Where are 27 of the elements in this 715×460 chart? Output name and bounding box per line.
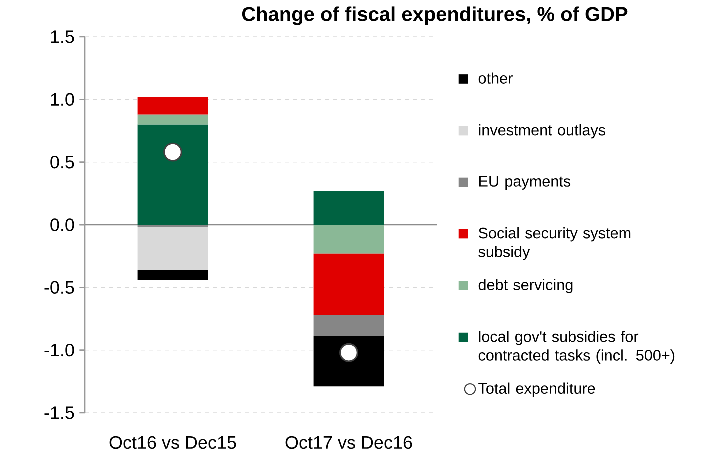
bar — [138, 228, 208, 270]
y-tick-label: -1.0 — [44, 344, 74, 357]
x-tick-label: Oct17 vs Dec16 — [286, 436, 412, 450]
bar — [138, 97, 208, 115]
legend-label: Total expenditure — [478, 382, 596, 398]
y-tick-label: 0.5 — [50, 156, 74, 169]
chart-title: Change of fiscal expenditures, % of GDP — [242, 6, 628, 26]
bar — [314, 191, 384, 225]
bar — [314, 224, 384, 254]
legend-label: local gov't subsidies for contracted tasks (incl. 500+) — [478, 331, 675, 364]
bar — [138, 124, 208, 225]
y-tick-label: 1.5 — [51, 30, 74, 44]
legend-label: other — [478, 72, 513, 84]
bar — [138, 270, 208, 280]
y-tick-label: 0.0 — [50, 218, 74, 232]
bar — [138, 114, 208, 125]
y-tick-label: -0.5 — [44, 281, 74, 294]
x-tick-label: Oct16 vs Dec15 — [110, 436, 236, 450]
bar — [314, 254, 384, 316]
legend-label: debt servicing — [478, 279, 573, 294]
y-tick-label: -1.5 — [44, 406, 74, 420]
legend-label: EU payments — [480, 176, 571, 190]
y-tick-label: 1.0 — [51, 93, 74, 106]
legend-label: Social security system subsidy — [478, 227, 631, 260]
bar — [314, 315, 384, 337]
bar — [314, 336, 384, 387]
legend-label: investment outlays — [479, 124, 606, 139]
